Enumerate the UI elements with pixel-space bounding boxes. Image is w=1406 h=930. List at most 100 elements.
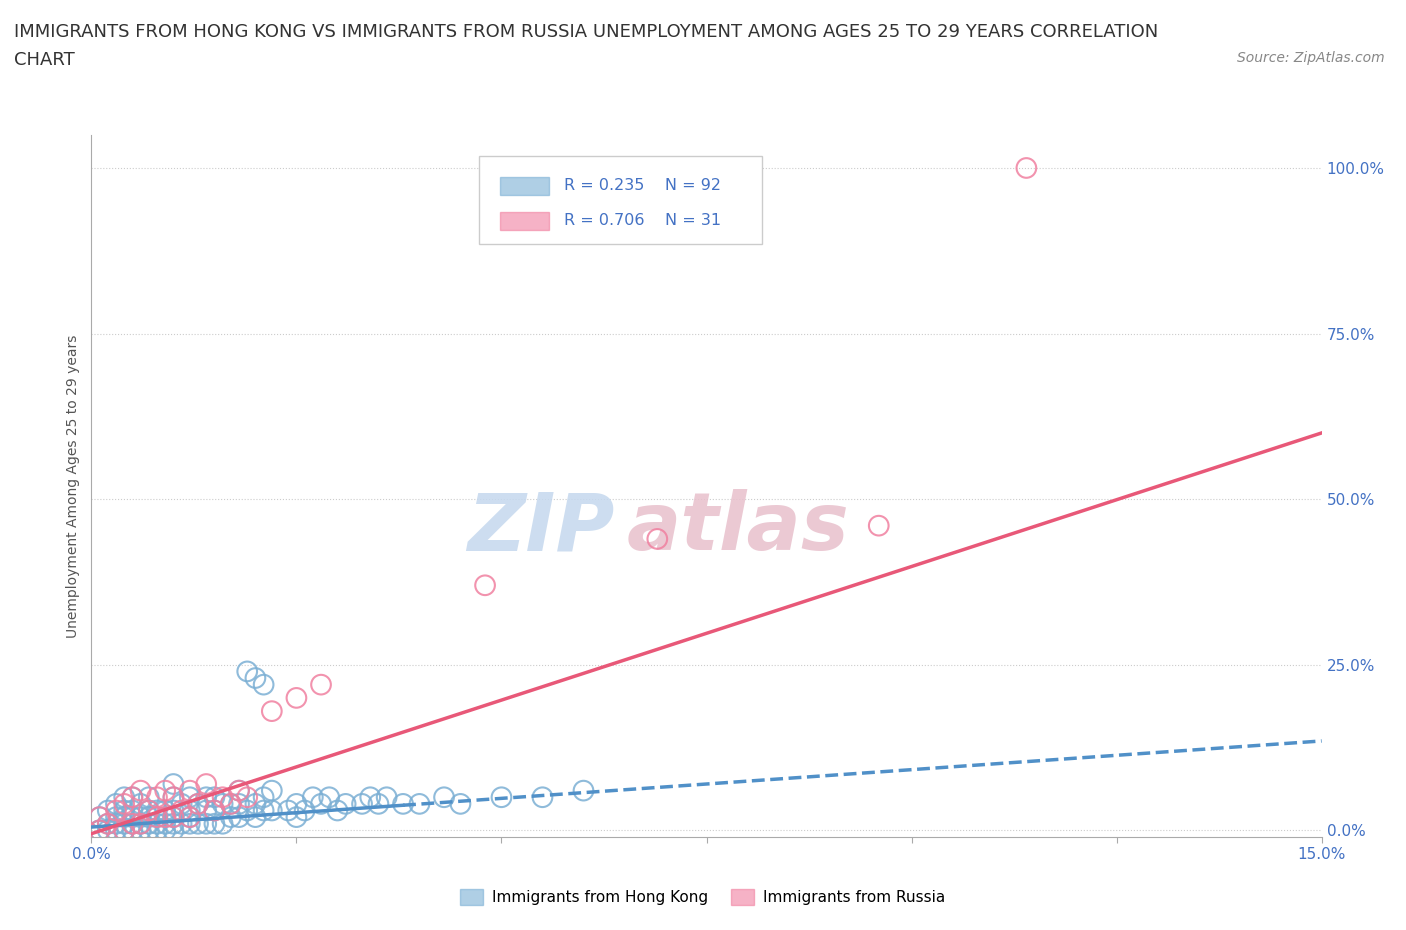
Point <box>179 790 201 804</box>
Point <box>433 790 456 804</box>
Point <box>153 783 177 798</box>
Point <box>211 817 233 831</box>
Point <box>219 810 242 825</box>
Text: CHART: CHART <box>14 51 75 69</box>
Point <box>1015 161 1038 176</box>
Point <box>491 790 513 804</box>
Point <box>202 804 225 818</box>
Point <box>162 817 184 831</box>
Point <box>260 804 283 818</box>
Point <box>89 823 111 838</box>
Point <box>146 804 169 818</box>
Point <box>219 796 242 811</box>
Point <box>228 783 250 798</box>
Point <box>202 817 225 831</box>
Point <box>138 823 160 838</box>
Point <box>245 796 267 811</box>
Point <box>645 531 669 546</box>
Point <box>202 804 225 818</box>
Point <box>112 817 135 831</box>
Point <box>285 796 308 811</box>
Point <box>179 804 201 818</box>
Point <box>153 823 177 838</box>
Point <box>153 804 177 818</box>
Point <box>138 817 160 831</box>
Point <box>138 810 160 825</box>
Point <box>187 796 209 811</box>
Point <box>89 810 111 825</box>
Point <box>153 810 177 825</box>
Point <box>211 796 233 811</box>
Point <box>146 817 169 831</box>
Point <box>112 790 135 804</box>
Point <box>253 677 276 692</box>
Point <box>187 796 209 811</box>
Point <box>129 783 152 798</box>
Point <box>236 804 259 818</box>
Point <box>179 783 201 798</box>
Point <box>153 817 177 831</box>
Point <box>392 796 415 811</box>
Point <box>97 823 120 838</box>
Point <box>121 804 143 818</box>
Point <box>236 664 259 679</box>
Point <box>97 817 120 831</box>
Point <box>260 704 283 719</box>
Point <box>474 578 496 592</box>
Point <box>301 790 323 804</box>
Point <box>162 804 184 818</box>
Point <box>179 810 201 825</box>
Point <box>129 817 152 831</box>
Point <box>112 823 135 838</box>
Point <box>253 790 276 804</box>
Point <box>179 810 201 825</box>
Point <box>195 817 218 831</box>
Point <box>367 796 389 811</box>
Point <box>162 790 184 804</box>
Point <box>138 790 160 804</box>
Point <box>572 783 595 798</box>
Point <box>112 823 135 838</box>
Point <box>89 810 111 825</box>
Point <box>129 817 152 831</box>
Point <box>309 677 332 692</box>
Point <box>179 817 201 831</box>
FancyBboxPatch shape <box>479 156 762 244</box>
Point <box>121 817 143 831</box>
Point <box>162 777 184 791</box>
Point <box>211 790 233 804</box>
Point <box>449 796 471 811</box>
Point <box>89 823 111 838</box>
Point <box>253 804 276 818</box>
Point <box>146 810 169 825</box>
Text: atlas: atlas <box>627 489 849 567</box>
Point <box>146 823 169 838</box>
Point <box>162 790 184 804</box>
Text: R = 0.235    N = 92: R = 0.235 N = 92 <box>564 179 721 193</box>
Point <box>97 817 120 831</box>
Point <box>318 790 340 804</box>
Point <box>531 790 554 804</box>
Point <box>202 790 225 804</box>
Point <box>89 823 111 838</box>
Point <box>170 804 193 818</box>
Point <box>868 518 890 533</box>
Point <box>121 817 143 831</box>
Legend: Immigrants from Hong Kong, Immigrants from Russia: Immigrants from Hong Kong, Immigrants fr… <box>454 883 952 911</box>
Point <box>105 804 127 818</box>
Bar <box>501 177 548 194</box>
Point <box>146 790 169 804</box>
Point <box>309 796 332 811</box>
Point <box>245 671 267 685</box>
Point <box>375 790 398 804</box>
Point <box>170 796 193 811</box>
Point <box>228 783 250 798</box>
Point <box>153 810 177 825</box>
Point <box>121 810 143 825</box>
Point <box>129 810 152 825</box>
Point <box>129 823 152 838</box>
Point <box>187 817 209 831</box>
Y-axis label: Unemployment Among Ages 25 to 29 years: Unemployment Among Ages 25 to 29 years <box>66 334 80 638</box>
Point <box>162 810 184 825</box>
Point <box>170 817 193 831</box>
